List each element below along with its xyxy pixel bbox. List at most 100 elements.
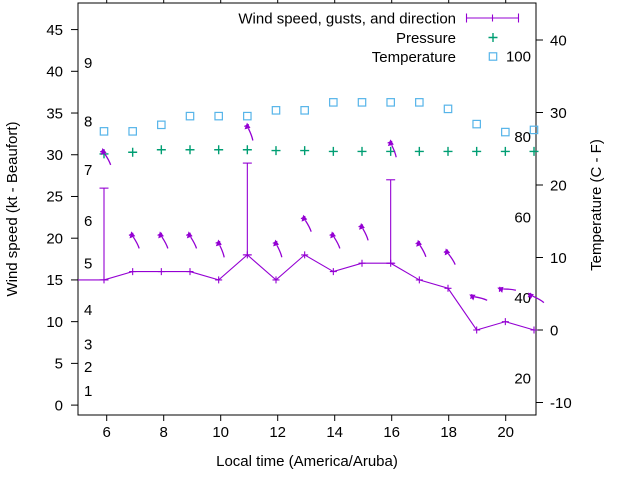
y-right-tick-label: 40	[550, 32, 567, 49]
wind-direction-arrow-icon	[329, 231, 341, 249]
wind-speed-line	[78, 254, 535, 331]
legend-label-pressure: Pressure	[396, 30, 456, 47]
y-left-tick-label: 0	[55, 397, 63, 414]
pressure-point	[386, 146, 396, 156]
y-left-tick-label: 10	[46, 314, 63, 331]
wind-direction-arrow-icon	[186, 231, 198, 249]
wind-direction-arrow-icon	[358, 222, 369, 241]
pressure-series	[99, 145, 539, 159]
temperature-point	[271, 106, 281, 115]
pressure-point	[128, 147, 138, 157]
y-left-tick-label: 30	[46, 147, 63, 164]
y-left-tick-label: 45	[46, 22, 63, 39]
wind-direction-arrow-icon	[128, 231, 140, 249]
wind-speed-point	[129, 268, 137, 276]
wind-speed-point	[329, 268, 337, 276]
pressure-point	[357, 146, 367, 156]
beaufort-label: 2	[84, 359, 92, 376]
legend-label-temperature: Temperature	[372, 49, 456, 66]
temperature-point	[415, 98, 424, 107]
fahrenheit-label: 100	[506, 48, 531, 65]
wind-direction-arrow-icon	[99, 147, 112, 166]
wind-speed-point	[358, 259, 366, 267]
y-left-tick-label: 20	[46, 230, 63, 247]
beaufort-label: 9	[84, 55, 92, 72]
wind-direction-arrow-icon	[215, 239, 225, 258]
beaufort-label: 8	[84, 114, 92, 131]
beaufort-label: 7	[84, 162, 92, 179]
y-left-tick-label: 15	[46, 272, 63, 289]
wind-speed-point	[243, 251, 251, 259]
wind-speed-point	[157, 268, 165, 276]
y-right-tick-label: 20	[550, 177, 567, 194]
wind-direction-arrow-icon	[443, 248, 456, 265]
wind-direction-arrow-icon	[272, 239, 283, 258]
pressure-point	[529, 146, 539, 156]
legend-sample-temperature	[488, 52, 498, 61]
wind-speed-point	[215, 276, 223, 284]
temperature-point	[501, 127, 510, 137]
x-tick-label: 14	[326, 424, 343, 441]
legend-sample-wind-marker	[489, 14, 496, 22]
temperature-point	[185, 111, 195, 121]
x-axis: 6 8 10 12 14 16 18 20 Local time (America/Aruba)	[103, 0, 514, 470]
pressure-point	[414, 146, 424, 156]
wind-direction-arrow-icon	[469, 293, 488, 301]
temperature-point	[357, 98, 367, 107]
wind-speed-point	[444, 284, 452, 292]
temperature-point	[243, 111, 252, 121]
temperature-point	[214, 111, 223, 121]
y-axis-left: 0 5 10 15 20 25 30 35 40 45 Wind speed (kt - Beauf…	[4, 22, 78, 414]
fahrenheit-label: 40	[514, 290, 531, 307]
plot-border	[77, 2, 537, 416]
pressure-point	[214, 145, 224, 155]
y-axis-right: 40 30 20 10 0 -10 Temperature (C - F)	[536, 32, 605, 412]
wind-speed-point	[100, 276, 108, 284]
y-right-axis-title: Temperature (C - F)	[588, 139, 605, 271]
x-axis-title: Local time (America/Aruba)	[216, 453, 398, 470]
fahrenheit-label: 80	[514, 129, 531, 146]
legend: Wind speed, gusts, and direction Pressure…	[238, 10, 520, 66]
temperature-point	[329, 98, 338, 107]
wind-direction-arrow-icon	[527, 292, 545, 304]
temperature-series	[99, 98, 539, 137]
x-tick-label: 6	[103, 424, 111, 441]
x-tick-label: 8	[160, 424, 168, 441]
beaufort-label: 6	[84, 213, 92, 230]
x-tick-label: 20	[497, 424, 514, 441]
temperature-point	[99, 127, 109, 136]
beaufort-scale-labels: 9 8 7 6 5 4 3 2 1	[84, 55, 92, 400]
temperature-point	[472, 119, 481, 129]
wind-direction-arrow-icon	[244, 122, 254, 141]
pressure-point	[500, 146, 510, 156]
pressure-point	[300, 146, 310, 156]
y-left-tick-label: 25	[46, 189, 63, 206]
wind-speed-point	[301, 251, 309, 259]
wind-series	[78, 122, 545, 334]
wind-speed-point	[272, 276, 280, 284]
fahrenheit-scale-labels: 100 80 60 40 20	[506, 48, 531, 387]
legend-sample-pressure	[488, 33, 498, 42]
temperature-point	[386, 98, 395, 107]
pressure-point	[328, 146, 338, 156]
wind-speed-point	[186, 268, 194, 276]
pressure-point	[242, 145, 252, 155]
wind-direction-arrow-icon	[415, 239, 427, 257]
x-tick-label: 16	[383, 424, 400, 441]
wind-direction-arrow-icon	[300, 214, 312, 232]
beaufort-label: 1	[84, 383, 92, 400]
y-left-axis-title: Wind speed (kt - Beaufort)	[4, 121, 21, 296]
y-left-tick-label: 5	[55, 356, 63, 373]
temperature-point	[157, 120, 166, 130]
beaufort-label: 3	[84, 336, 92, 353]
legend-label-wind: Wind speed, gusts, and direction	[238, 10, 456, 27]
wind-direction-arrow-icon	[497, 286, 517, 293]
y-left-tick-label: 40	[46, 64, 63, 81]
x-tick-label: 18	[440, 424, 457, 441]
pressure-point	[156, 145, 166, 155]
wind-speed-point	[473, 326, 481, 334]
temperature-point	[128, 127, 137, 136]
beaufort-label: 4	[84, 302, 92, 319]
